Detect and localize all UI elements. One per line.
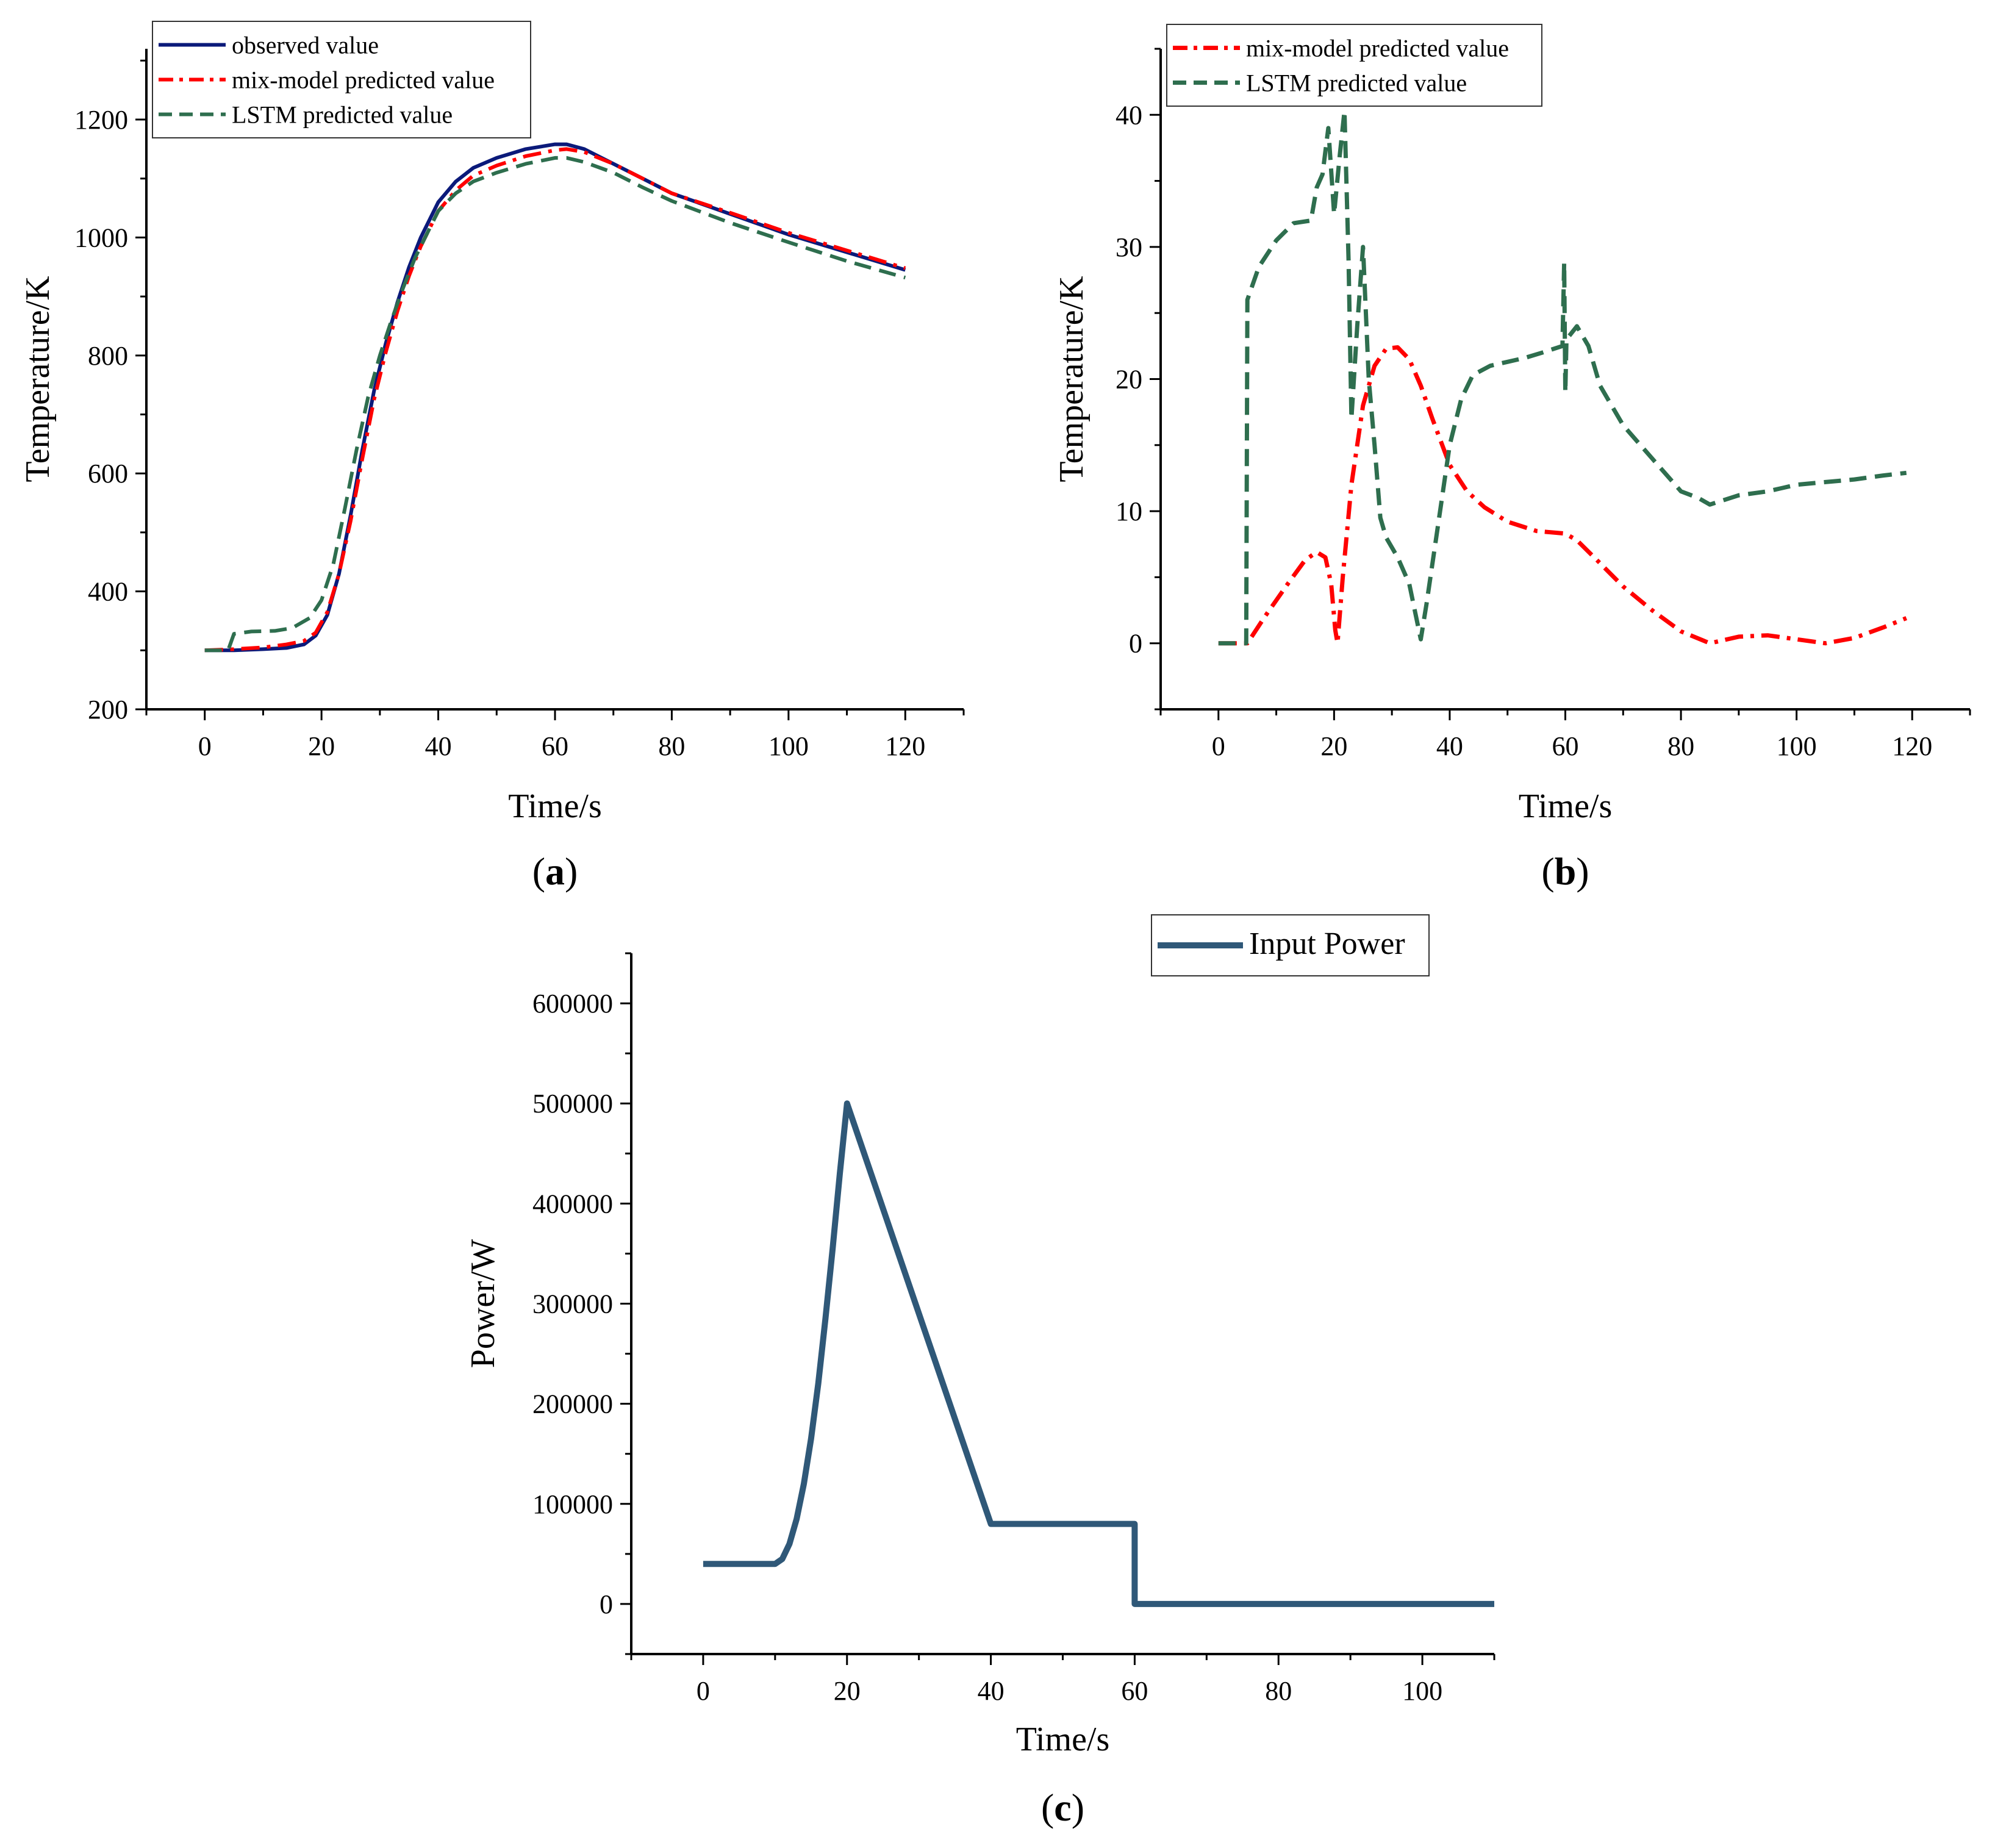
y-tick-label: 600000 <box>532 989 613 1019</box>
x-tick-label: 40 <box>1436 731 1463 761</box>
panel-label: (c) <box>1041 1786 1084 1829</box>
legend-label: Input Power <box>1249 926 1405 961</box>
legend-box <box>1166 24 1542 107</box>
y-tick-label: 600 <box>88 459 128 489</box>
y-tick-label: 800 <box>88 341 128 371</box>
y-tick-label: 1200 <box>74 105 128 135</box>
y-tick-label: 30 <box>1116 232 1142 262</box>
chart-a: 0 20 40 60 80 100 120 200 400 600 800 1000 1200 Time/… <box>19 21 965 893</box>
x-tick-label: 80 <box>1667 731 1694 761</box>
panel-label-letter: a <box>545 850 565 893</box>
panel-label-open: ( <box>1541 850 1554 893</box>
legend-label: LSTM predicted value <box>232 101 453 129</box>
y-tick-label: 20 <box>1116 365 1142 395</box>
y-tick-label: 100000 <box>532 1489 613 1519</box>
x-tick-label: 60 <box>1121 1676 1148 1706</box>
panel-label-letter: c <box>1054 1786 1071 1829</box>
series-line-0 <box>703 1100 1494 1607</box>
x-tick-label: 120 <box>885 731 925 761</box>
x-tick-label: 20 <box>1320 731 1347 761</box>
y-tick-label: 500000 <box>532 1089 613 1119</box>
x-tick-label: 100 <box>1777 731 1817 761</box>
y-axis-title: Temperature/K <box>1053 276 1091 482</box>
legend-label: mix-model predicted value <box>1246 35 1509 62</box>
series-line-1 <box>204 147 906 653</box>
x-tick-label: 0 <box>198 731 212 761</box>
x-tick-label: 60 <box>542 731 568 761</box>
y-tick-label: 0 <box>600 1589 613 1619</box>
series-line-0 <box>204 142 906 653</box>
panel-label-close: ) <box>1072 1786 1084 1829</box>
panel-label: (b) <box>1541 850 1589 893</box>
x-tick-label: 20 <box>834 1676 861 1706</box>
panel-label-open: ( <box>1041 1786 1054 1829</box>
y-tick-label: 300000 <box>532 1289 613 1319</box>
panel-label-letter: b <box>1555 850 1577 893</box>
y-axis-title: Power/W <box>464 1239 502 1369</box>
x-tick-label: 40 <box>978 1676 1005 1706</box>
x-tick-label: 0 <box>1212 731 1225 761</box>
panel-label: (a) <box>532 850 578 893</box>
x-tick-label: 100 <box>768 731 809 761</box>
chart-b: 0 20 40 60 80 100 120 0 10 20 30 40 Time/s Temperatur… <box>1053 24 1971 893</box>
y-tick-label: 200000 <box>532 1389 613 1419</box>
series-line-2 <box>204 156 906 653</box>
y-tick-label: 400000 <box>532 1189 613 1219</box>
x-tick-label: 60 <box>1552 731 1579 761</box>
x-axis-title: Time/s <box>1519 787 1613 825</box>
legend-label: mix-model predicted value <box>232 66 495 94</box>
chart-c: 0 20 40 60 80 100 0 100000 200000 300000 400000 500… <box>464 914 1495 1829</box>
y-tick-label: 400 <box>88 577 128 607</box>
x-tick-label: 80 <box>658 731 685 761</box>
legend-label: LSTM predicted value <box>1246 70 1467 97</box>
x-tick-label: 20 <box>308 731 335 761</box>
y-axis-title: Temperature/K <box>19 276 57 482</box>
y-tick-label: 10 <box>1116 496 1142 526</box>
x-tick-label: 100 <box>1402 1676 1442 1706</box>
panel-label-open: ( <box>532 850 545 893</box>
panel-label-close: ) <box>1576 850 1589 893</box>
x-tick-label: 80 <box>1265 1676 1292 1706</box>
series-line-1 <box>1218 109 1907 646</box>
y-tick-label: 0 <box>1129 629 1142 659</box>
y-tick-label: 200 <box>88 695 128 725</box>
panel-label-close: ) <box>565 850 578 893</box>
x-axis-title: Time/s <box>508 787 602 825</box>
x-axis-title: Time/s <box>1016 1721 1110 1758</box>
x-tick-label: 40 <box>425 731 452 761</box>
legend-box <box>152 21 531 138</box>
x-tick-label: 120 <box>1892 731 1932 761</box>
y-tick-label: 40 <box>1116 100 1142 130</box>
series-line-0 <box>1218 345 1908 646</box>
x-tick-label: 0 <box>697 1676 710 1706</box>
legend-box <box>1151 914 1430 976</box>
legend-label: observed value <box>232 32 379 59</box>
y-tick-label: 1000 <box>74 223 128 252</box>
